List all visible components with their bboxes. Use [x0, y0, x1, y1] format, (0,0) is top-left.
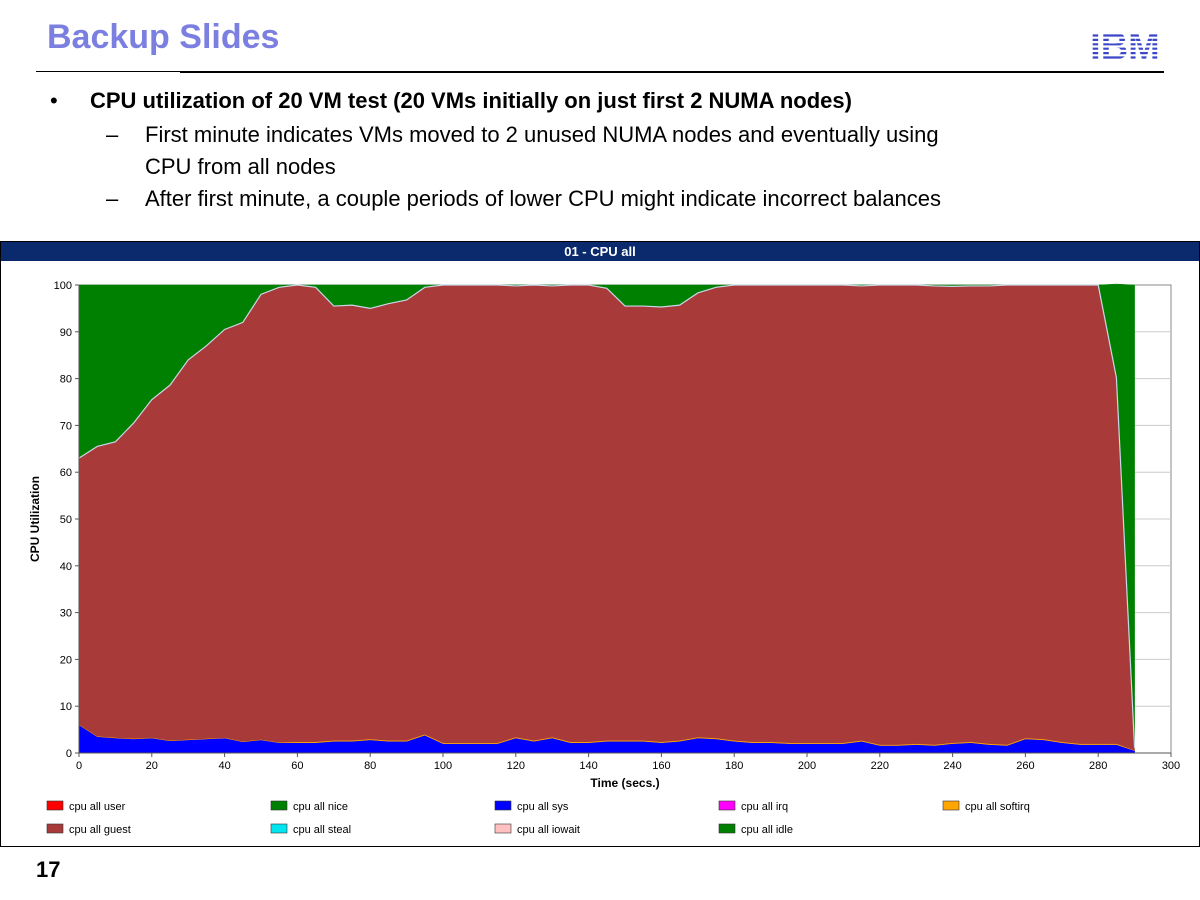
legend-label: cpu all idle: [741, 824, 793, 836]
x-tick-label: 240: [943, 760, 961, 772]
y-tick-label: 0: [66, 748, 72, 760]
legend-label: cpu all sys: [517, 801, 569, 813]
legend-swatch: [270, 823, 288, 834]
cpu-chart: 0 10 20 30 40 50 60 70 80 90 100 0 20 40 60 80 100 120 140…: [28, 280, 1180, 836]
header-rule: [180, 71, 1164, 73]
y-axis-label: CPU Utilization: [28, 476, 42, 562]
legend-label: cpu all irq: [741, 801, 788, 813]
sub-bullet-2: After first minute, a couple periods of …: [145, 186, 942, 211]
x-tick-label: 40: [218, 760, 230, 772]
series-area-cpu-all-guest: [78, 284, 1135, 751]
legend-swatch: [718, 823, 736, 834]
x-tick-label: 180: [725, 760, 743, 772]
y-tick-label: 50: [60, 514, 72, 526]
sub-bullet-1: First minute indicates VMs moved to 2 un…: [145, 119, 1135, 183]
y-tick-label: 60: [60, 467, 72, 479]
legend-label: cpu all softirq: [965, 801, 1030, 813]
x-tick-label: 200: [798, 760, 816, 772]
x-tick-label: 280: [1089, 760, 1107, 772]
x-tick-label: 100: [434, 760, 452, 772]
ibm-logo-text: IBM: [1090, 28, 1160, 63]
legend-swatch: [494, 800, 512, 811]
sub-bullet-1-line2: CPU from all nodes: [145, 154, 336, 179]
y-tick-label: 90: [60, 327, 72, 339]
y-tick-label: 30: [60, 608, 72, 620]
y-tick-label: 20: [60, 654, 72, 666]
y-tick-label: 70: [60, 420, 72, 432]
x-tick-label: 220: [871, 760, 889, 772]
x-tick-label: 120: [507, 760, 525, 772]
x-axis-label: Time (secs.): [590, 776, 659, 790]
legend-label: cpu all steal: [293, 824, 351, 836]
slide-title: Backup Slides: [47, 18, 280, 56]
legend-swatch: [46, 823, 64, 834]
bullet-main: CPU utilization of 20 VM test (20 VMs in…: [90, 88, 852, 113]
x-tick-label: 140: [579, 760, 597, 772]
x-tick-label: 60: [291, 760, 303, 772]
legend-swatch: [942, 800, 960, 811]
y-tick-label: 40: [60, 561, 72, 573]
x-tick-label: 20: [146, 760, 158, 772]
legend-swatch: [270, 800, 288, 811]
x-tick-label: 160: [652, 760, 670, 772]
ibm-logo: IBM: [1090, 28, 1160, 63]
x-tick-label: 260: [1016, 760, 1034, 772]
legend-swatch: [494, 823, 512, 834]
sub-bullet-dash: –: [106, 186, 119, 211]
legend-swatch: [46, 800, 64, 811]
legend-label: cpu all guest: [69, 824, 131, 836]
guest-idle-boundary: [78, 284, 1136, 749]
sub-bullet-1-line1: First minute indicates VMs moved to 2 un…: [145, 122, 939, 147]
header-rule-left: [36, 71, 180, 72]
chart-title: 01 - CPU all: [1, 242, 1199, 261]
legend-label: cpu all nice: [293, 801, 348, 813]
x-tick-label: 0: [76, 760, 82, 772]
y-tick-label: 100: [54, 280, 72, 292]
bullet-dot: •: [50, 88, 58, 113]
x-tick-label: 300: [1162, 760, 1180, 772]
legend-label: cpu all user: [69, 801, 126, 813]
sub-bullet-dash: –: [106, 122, 119, 147]
legend-label: cpu all iowait: [517, 824, 580, 836]
legend-swatch: [718, 800, 736, 811]
page-number: 17: [36, 857, 61, 882]
y-tick-label: 80: [60, 374, 72, 386]
chart-frame: 01 - CPU all 0 10 20 30 40 50 60 70 80 90 100 0 20 40…: [0, 241, 1200, 847]
x-tick-label: 80: [364, 760, 376, 772]
y-tick-label: 10: [60, 701, 72, 713]
